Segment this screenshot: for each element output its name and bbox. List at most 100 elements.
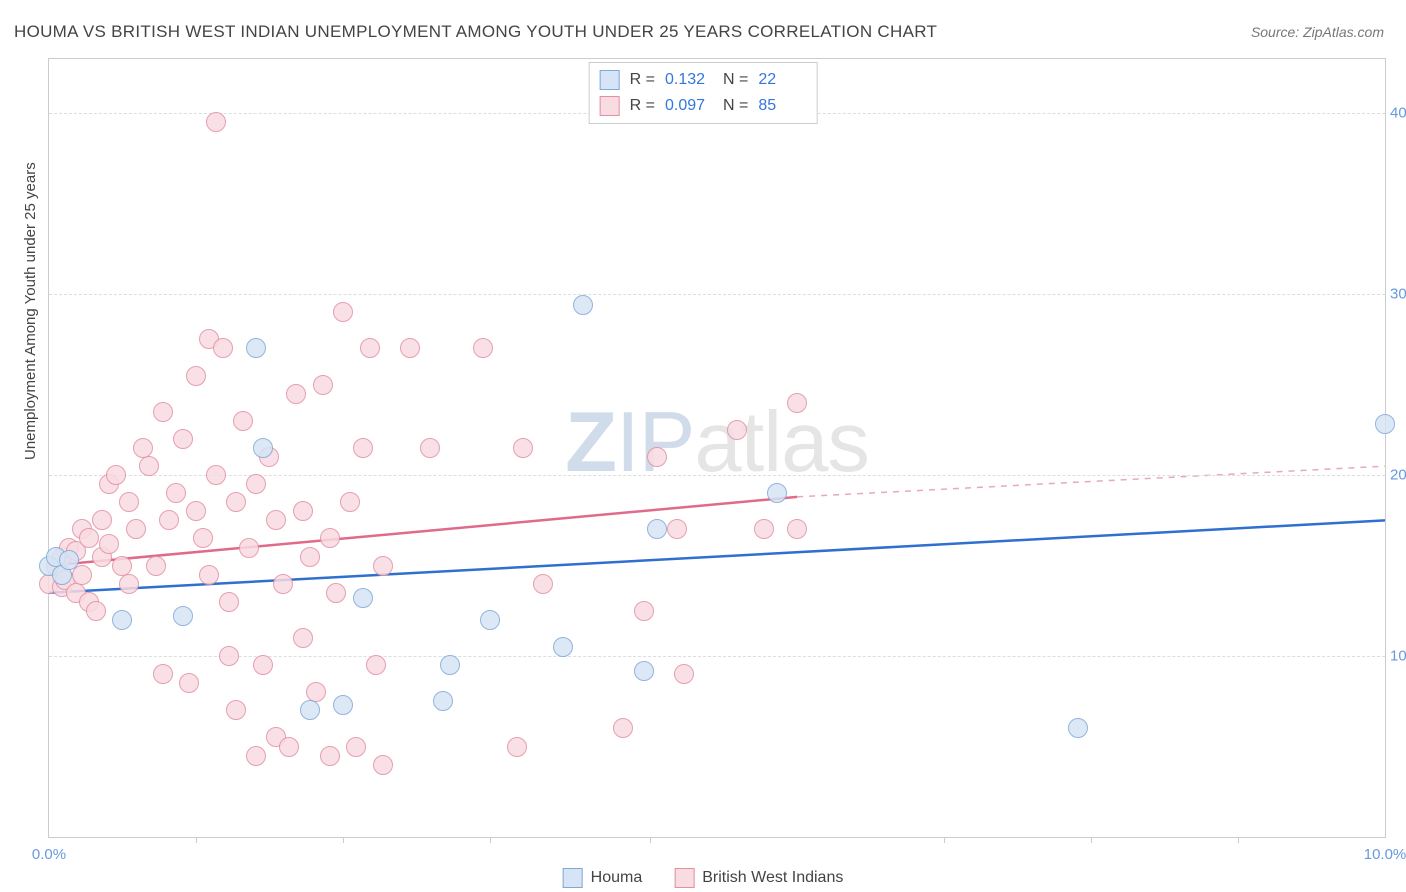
- x-tick-mark: [490, 837, 491, 843]
- data-point: [86, 601, 106, 621]
- trend-lines-layer: [49, 59, 1385, 837]
- y-tick-label: 10.0%: [1390, 648, 1406, 665]
- data-point: [226, 700, 246, 720]
- data-point: [553, 637, 573, 657]
- data-point: [727, 420, 747, 440]
- data-point: [353, 438, 373, 458]
- data-point: [206, 112, 226, 132]
- legend-item-bwi: British West Indians: [674, 868, 843, 888]
- data-point: [153, 664, 173, 684]
- data-point: [126, 519, 146, 539]
- x-tick-mark: [196, 837, 197, 843]
- data-point: [573, 295, 593, 315]
- data-point: [767, 483, 787, 503]
- data-point: [219, 646, 239, 666]
- data-point: [226, 492, 246, 512]
- source-attribution: Source: ZipAtlas.com: [1251, 24, 1384, 40]
- data-point: [300, 547, 320, 567]
- data-point: [333, 695, 353, 715]
- n-label: N =: [723, 93, 748, 119]
- data-point: [253, 655, 273, 675]
- data-point: [1375, 414, 1395, 434]
- data-point: [400, 338, 420, 358]
- data-point: [219, 592, 239, 612]
- data-point: [106, 465, 126, 485]
- legend-item-houma: Houma: [563, 868, 643, 888]
- legend-bottom: Houma British West Indians: [563, 868, 844, 888]
- data-point: [507, 737, 527, 757]
- data-point: [153, 402, 173, 422]
- stat-row-houma: R = 0.132 N = 22: [600, 67, 807, 93]
- y-tick-label: 20.0%: [1390, 467, 1406, 484]
- y-axis-label: Unemployment Among Youth under 25 years: [22, 162, 39, 460]
- data-point: [353, 588, 373, 608]
- r-label: R =: [630, 93, 655, 119]
- chart-title: HOUMA VS BRITISH WEST INDIAN UNEMPLOYMEN…: [14, 22, 937, 42]
- data-point: [112, 610, 132, 630]
- data-point: [373, 556, 393, 576]
- data-point: [293, 501, 313, 521]
- data-point: [133, 438, 153, 458]
- data-point: [193, 528, 213, 548]
- data-point: [279, 737, 299, 757]
- n-label: N =: [723, 67, 748, 93]
- data-point: [186, 366, 206, 386]
- data-point: [440, 655, 460, 675]
- data-point: [320, 528, 340, 548]
- data-point: [787, 393, 807, 413]
- data-point: [173, 429, 193, 449]
- data-point: [246, 474, 266, 494]
- n-value: 22: [758, 67, 806, 93]
- data-point: [634, 601, 654, 621]
- watermark: ZIPatlas: [565, 394, 869, 492]
- data-point: [179, 673, 199, 693]
- data-point: [173, 606, 193, 626]
- y-tick-label: 40.0%: [1390, 105, 1406, 122]
- data-point: [79, 528, 99, 548]
- data-point: [199, 565, 219, 585]
- r-label: R =: [630, 67, 655, 93]
- data-point: [186, 501, 206, 521]
- legend-label: Houma: [591, 869, 643, 886]
- x-tick-mark: [343, 837, 344, 843]
- trend-line: [797, 466, 1385, 497]
- swatch-houma: [600, 70, 620, 90]
- data-point: [286, 384, 306, 404]
- x-tick-label: 10.0%: [1364, 846, 1406, 863]
- data-point: [360, 338, 380, 358]
- data-point: [313, 375, 333, 395]
- data-point: [119, 492, 139, 512]
- data-point: [266, 510, 286, 530]
- gridline: [49, 656, 1385, 657]
- data-point: [300, 700, 320, 720]
- stat-row-bwi: R = 0.097 N = 85: [600, 93, 807, 119]
- x-tick-label: 0.0%: [32, 846, 66, 863]
- data-point: [613, 718, 633, 738]
- data-point: [340, 492, 360, 512]
- data-point: [293, 628, 313, 648]
- chart-container: HOUMA VS BRITISH WEST INDIAN UNEMPLOYMEN…: [0, 0, 1406, 892]
- legend-label: British West Indians: [702, 869, 843, 886]
- data-point: [667, 519, 687, 539]
- r-value: 0.097: [665, 93, 713, 119]
- data-point: [366, 655, 386, 675]
- data-point: [119, 574, 139, 594]
- data-point: [754, 519, 774, 539]
- data-point: [92, 510, 112, 530]
- stat-legend: R = 0.132 N = 22 R = 0.097 N = 85: [589, 62, 818, 124]
- n-value: 85: [758, 93, 806, 119]
- data-point: [246, 746, 266, 766]
- data-point: [533, 574, 553, 594]
- data-point: [674, 664, 694, 684]
- data-point: [239, 538, 259, 558]
- data-point: [206, 465, 226, 485]
- data-point: [326, 583, 346, 603]
- swatch-houma: [563, 868, 583, 888]
- data-point: [112, 556, 132, 576]
- y-tick-label: 30.0%: [1390, 286, 1406, 303]
- data-point: [253, 438, 273, 458]
- data-point: [99, 534, 119, 554]
- data-point: [647, 519, 667, 539]
- x-tick-mark: [944, 837, 945, 843]
- data-point: [139, 456, 159, 476]
